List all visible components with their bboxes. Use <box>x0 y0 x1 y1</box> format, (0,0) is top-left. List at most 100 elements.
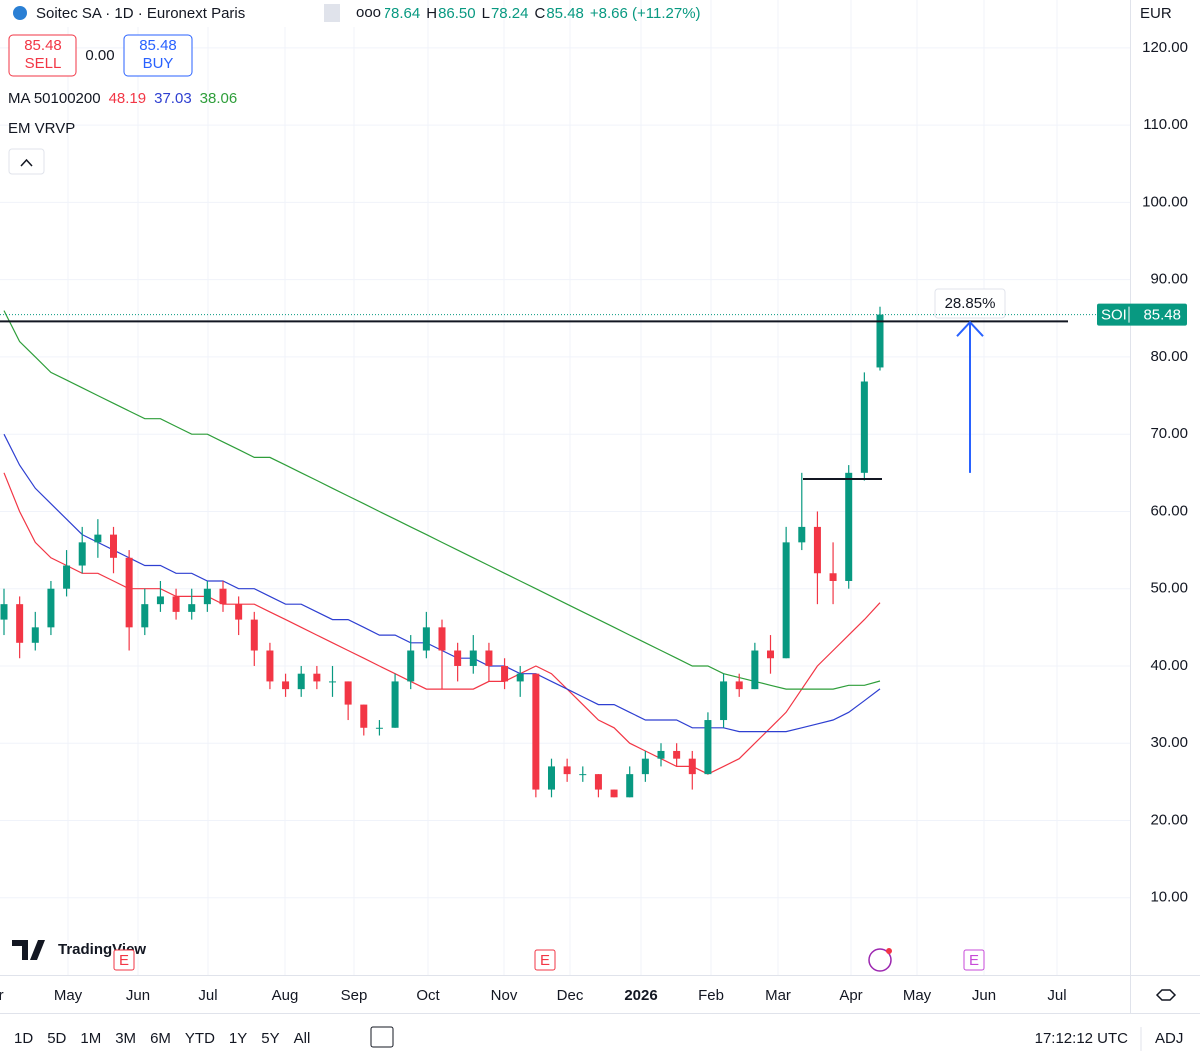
candle-body <box>329 681 336 683</box>
candle-body <box>0 604 8 620</box>
buy-label: BUY <box>143 55 174 72</box>
sell-button[interactable] <box>8 34 77 77</box>
candle-body <box>454 650 462 666</box>
x-tick-label: May <box>54 987 83 1004</box>
event-marker-label: E <box>969 952 979 969</box>
candle-body <box>250 619 258 651</box>
candle-body <box>141 604 149 628</box>
header: EUR 85.48 SELL 0.00 85.48 BUY MA 5010020… <box>0 0 1172 175</box>
candle-body <box>266 650 274 682</box>
range-button[interactable]: 1Y <box>229 1030 247 1047</box>
buy-button[interactable] <box>123 34 193 77</box>
candle-body <box>375 727 383 729</box>
candle-body <box>548 766 555 790</box>
candle-body <box>344 681 352 705</box>
ma-value: 38.06 <box>200 90 238 107</box>
range-button[interactable]: 3M <box>115 1030 136 1047</box>
price-tag-value: 85.48 <box>1143 307 1181 324</box>
event-marker-label: E <box>119 952 129 969</box>
adjust-button[interactable]: ADJ <box>1155 1030 1183 1047</box>
x-tick-label: Nov <box>491 987 518 1004</box>
candle-body <box>78 542 86 566</box>
candle-body <box>673 750 681 759</box>
y-tick-label: 10.00 <box>1150 889 1188 906</box>
x-tick-label: May <box>903 987 932 1004</box>
candle-body <box>641 758 649 775</box>
symbol-logo <box>13 6 27 20</box>
range-button[interactable]: 1D <box>14 1030 33 1047</box>
settings-icon[interactable] <box>1155 989 1177 1001</box>
candle-body <box>626 774 634 798</box>
ohlc-value: 85.48 <box>546 5 584 22</box>
more[interactable]: ooo <box>356 4 381 21</box>
candle-body <box>704 720 712 775</box>
annotation-box <box>934 288 1006 319</box>
x-tick-label: Apr <box>839 987 862 1004</box>
candle-body <box>156 596 164 605</box>
currency[interactable]: EUR <box>1140 5 1172 22</box>
candle-body <box>391 681 399 728</box>
x-tick-label: Sep <box>341 987 368 1004</box>
candle-body <box>16 604 24 643</box>
y-tick-label: 60.00 <box>1150 502 1188 519</box>
candle-body <box>798 526 806 543</box>
candle-body <box>532 673 540 790</box>
candle-body <box>688 758 696 775</box>
range-button[interactable]: 1M <box>80 1030 101 1047</box>
candle-body <box>313 673 321 682</box>
candle-body <box>360 704 368 728</box>
news-icon[interactable] <box>868 948 892 972</box>
news-dot <box>886 948 892 954</box>
price-tag-symbol: SOI <box>1101 307 1127 324</box>
y-tick-label: 110.00 <box>1143 116 1188 133</box>
date-range-icon[interactable] <box>370 1026 394 1048</box>
range-button[interactable]: 6M <box>150 1030 171 1047</box>
bottom-toolbar: 1D 5D 1M 3M 6M YTD 1Y 5Y All 17:12:12 UTC ADJ <box>14 989 1183 1051</box>
x-tick-label: Aug <box>272 987 299 1004</box>
event-marker-label: E <box>540 952 550 969</box>
candle-body <box>203 588 211 605</box>
y-tick-label: 40.00 <box>1150 657 1188 674</box>
ohlc-value: 78.24 <box>491 5 529 22</box>
candle-body <box>407 650 415 682</box>
candle-body <box>876 314 884 368</box>
ohlc-label: L <box>482 5 490 22</box>
collapse-button[interactable] <box>8 148 45 175</box>
clock: 17:12:12 UTC <box>1035 1030 1129 1047</box>
candle-body <box>767 650 774 659</box>
x-tick-label: Feb <box>698 987 724 1004</box>
event-marker[interactable] <box>963 949 985 971</box>
change: +8.66 (+11.27%) <box>590 5 701 22</box>
candle-body <box>469 650 477 666</box>
candle-body <box>63 565 71 589</box>
y-tick-label: 120.00 <box>1142 39 1188 56</box>
event-marker[interactable] <box>534 949 556 971</box>
x-tick-label: Jun <box>126 987 150 1004</box>
range-button[interactable]: 5D <box>47 1030 66 1047</box>
event-marker[interactable] <box>113 949 135 971</box>
candle-body <box>172 596 180 612</box>
x-tick-label: Oct <box>416 987 440 1004</box>
range-button[interactable]: YTD <box>185 1030 215 1047</box>
candle-body <box>845 472 853 581</box>
range-button[interactable]: 5Y <box>261 1030 279 1047</box>
candle-body <box>94 534 102 543</box>
ohlc-label: H <box>426 5 437 22</box>
candle-body <box>110 534 117 558</box>
spread: 0.00 <box>85 47 114 64</box>
ohlc-value: 86.50 <box>438 5 476 22</box>
candle-body <box>594 774 602 790</box>
candle-body <box>782 542 790 659</box>
candle-body <box>720 681 728 721</box>
annotation-label: 28.85% <box>945 295 996 312</box>
candle-body <box>501 665 509 682</box>
range-button[interactable]: All <box>294 1030 311 1047</box>
y-tick-label: 90.00 <box>1150 271 1188 288</box>
sell-price: 85.48 <box>24 37 62 54</box>
indicator-name: EM VRVP <box>8 120 75 137</box>
toggle[interactable] <box>324 4 340 22</box>
collapse-icon <box>20 158 33 167</box>
candle-body <box>47 588 55 628</box>
ma-line <box>3 310 881 690</box>
y-tick-label: 100.00 <box>1142 193 1188 210</box>
